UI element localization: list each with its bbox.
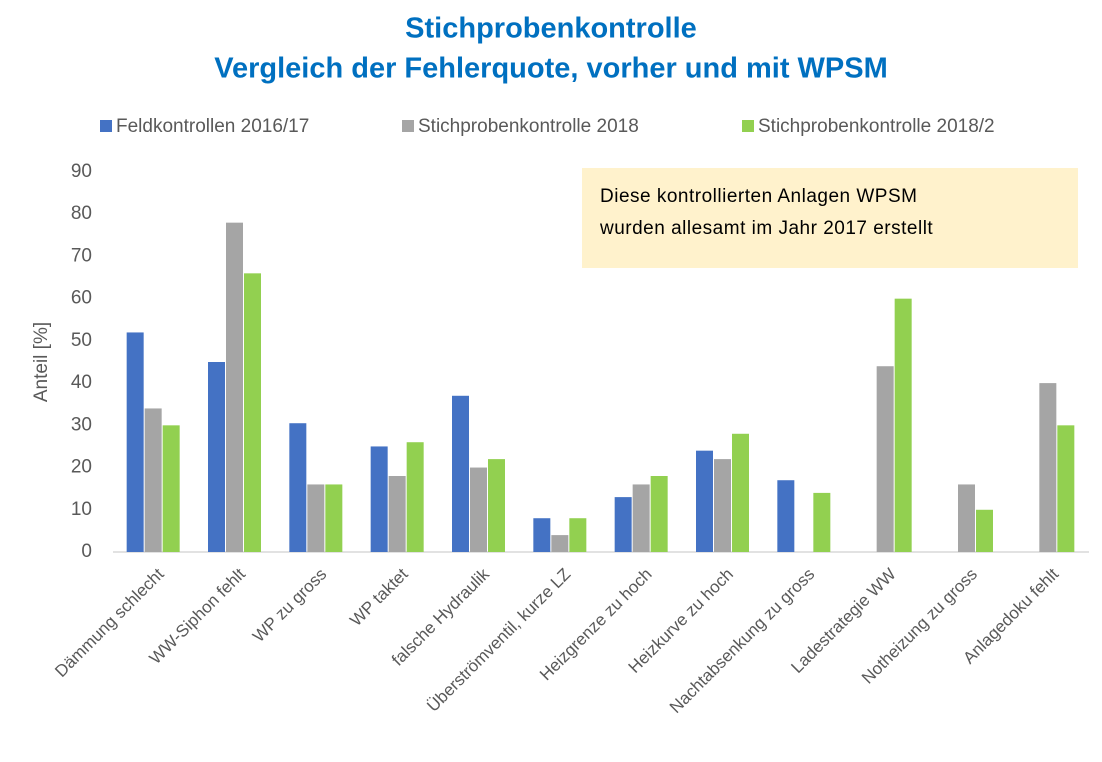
bar	[208, 362, 225, 552]
annotation-box	[582, 168, 1078, 268]
annotation: Diese kontrollierten Anlagen WPSM	[600, 186, 917, 207]
legend-swatch	[100, 120, 112, 132]
bar	[244, 273, 261, 552]
y-tick-label: 50	[71, 330, 92, 351]
y-axis-label: Anteil [%]	[31, 322, 52, 402]
y-tick-label: 10	[71, 499, 92, 520]
bar	[162, 425, 180, 552]
x-tick-label: Nachtabsenkung zu gross	[666, 565, 818, 717]
bar	[632, 484, 650, 552]
bar	[894, 298, 912, 552]
bar	[777, 480, 795, 552]
bar	[696, 450, 713, 552]
y-tick-label: 0	[81, 541, 92, 562]
legend-label: Stichprobenkontrolle 2018	[418, 116, 639, 137]
legend-swatch	[742, 120, 754, 132]
bar	[614, 497, 632, 552]
bar	[388, 476, 406, 552]
x-tick-label: Überströmventil, kurze LZ	[423, 565, 574, 716]
bar	[533, 518, 551, 552]
bar	[551, 535, 569, 552]
bar	[144, 408, 162, 552]
bar	[976, 509, 993, 552]
bar	[126, 332, 144, 552]
bar	[650, 476, 668, 552]
legend-label: Stichprobenkontrolle 2018/2	[758, 116, 995, 137]
bar	[370, 446, 388, 552]
bar	[714, 459, 731, 552]
legend-swatch	[402, 120, 414, 132]
bar	[958, 484, 975, 552]
y-tick-label: 20	[71, 457, 92, 478]
bar	[470, 467, 487, 552]
bar	[1039, 383, 1057, 552]
y-tick-label: 30	[71, 414, 92, 435]
bar	[732, 433, 749, 552]
bar	[289, 423, 307, 552]
y-tick-label: 90	[71, 161, 92, 182]
y-tick-label: 80	[71, 203, 92, 224]
bar	[1057, 425, 1075, 552]
annotation: wurden allesamt im Jahr 2017 erstellt	[599, 218, 933, 239]
y-tick-label: 60	[71, 288, 92, 309]
bar	[406, 442, 424, 552]
chart-subtitle: Vergleich der Fehlerquote, vorher und mi…	[214, 53, 888, 85]
bar	[325, 484, 343, 552]
bar	[876, 366, 894, 552]
chart-title: Stichprobenkontrolle	[405, 13, 697, 45]
x-tick-label: Dämmung schlecht	[51, 564, 168, 681]
bar	[452, 395, 469, 552]
legend-label: Feldkontrollen 2016/17	[116, 116, 309, 137]
bar	[226, 222, 243, 552]
bar	[307, 484, 325, 552]
bar	[488, 459, 505, 552]
y-tick-label: 40	[71, 372, 92, 393]
bar	[813, 492, 831, 552]
x-tick-label: WP zu gross	[249, 565, 330, 646]
y-tick-label: 70	[71, 245, 92, 266]
x-tick-label: WP taktet	[346, 564, 412, 630]
bar	[569, 518, 587, 552]
